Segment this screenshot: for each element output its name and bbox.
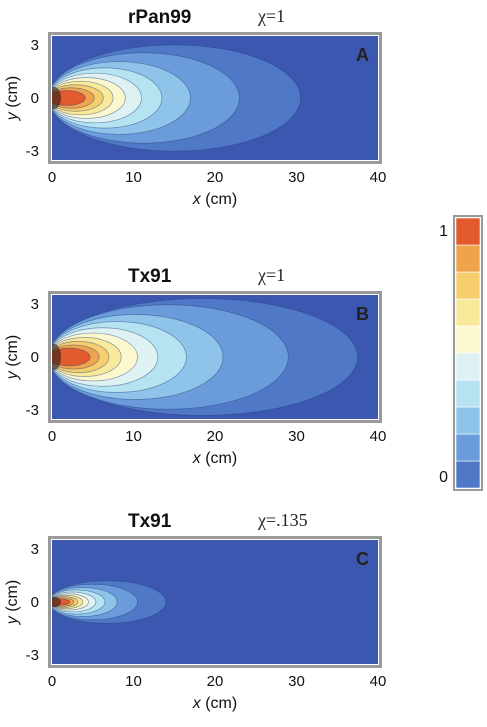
colorbar-swatch-8 [455,271,481,300]
colorbar-swatch-10 [455,217,481,246]
contours [52,298,358,416]
contours [52,580,167,624]
y-tick-label: 3 [31,296,39,313]
colorbar: 10 [439,215,483,491]
y-tick-label: 3 [31,37,39,54]
y-tick-label: 3 [31,541,39,558]
panel-letter: B [356,304,369,324]
y-axis-label: y (cm) [4,335,21,380]
x-tick-label: 10 [125,428,142,445]
source-shadow [52,596,61,608]
x-tick-label: 0 [48,169,56,186]
y-tick-label: -3 [26,143,39,160]
colorbar-swatch-7 [455,298,481,327]
x-tick-label: 20 [207,673,224,690]
colorbar-min-label: 0 [439,469,448,486]
x-axis-label: x (cm) [192,191,237,208]
colorbar-swatch-3 [455,406,481,435]
colorbar-swatch-2 [455,433,481,462]
x-tick-label: 30 [288,169,305,186]
colorbar-swatch-5 [455,352,481,381]
contour-level-10 [52,347,91,367]
source-shadow [52,343,61,371]
x-tick-label: 30 [288,428,305,445]
x-tick-label: 0 [48,673,56,690]
chi-label: χ=.135 [257,510,308,530]
panel-title: rPan99 [128,7,191,28]
y-tick-label: 0 [31,349,39,366]
source-shadow [52,86,61,110]
x-axis-label: x (cm) [192,695,237,712]
colorbar-swatch-6 [455,325,481,354]
y-tick-label: -3 [26,402,39,419]
colorbar-swatch-1 [455,460,481,489]
y-tick-label: 0 [31,90,39,107]
colorbar-swatch-9 [455,244,481,273]
panel-title: Tx91 [128,266,172,287]
contours [52,44,301,152]
plot-frame [48,291,382,423]
chi-label: χ=1 [257,265,285,285]
x-tick-label: 40 [370,673,387,690]
plot-frame [48,536,382,668]
x-tick-label: 30 [288,673,305,690]
x-tick-label: 20 [207,428,224,445]
colorbar-frame [453,215,483,491]
panel-letter: A [356,45,369,65]
panel-letter: C [356,549,369,569]
chi-label: χ=1 [257,6,285,26]
y-tick-label: 0 [31,594,39,611]
x-tick-label: 10 [125,169,142,186]
x-tick-label: 40 [370,428,387,445]
x-tick-label: 40 [370,169,387,186]
colorbar-swatch-4 [455,379,481,408]
panel-title: Tx91 [128,511,172,532]
x-axis-label: x (cm) [192,450,237,467]
y-axis-label: y (cm) [4,580,21,625]
y-axis-label: y (cm) [4,76,21,121]
x-tick-label: 10 [125,673,142,690]
colorbar-max-label: 1 [439,223,448,240]
x-tick-label: 0 [48,428,56,445]
x-tick-label: 20 [207,169,224,186]
y-tick-label: -3 [26,647,39,664]
plot-frame [48,32,382,164]
